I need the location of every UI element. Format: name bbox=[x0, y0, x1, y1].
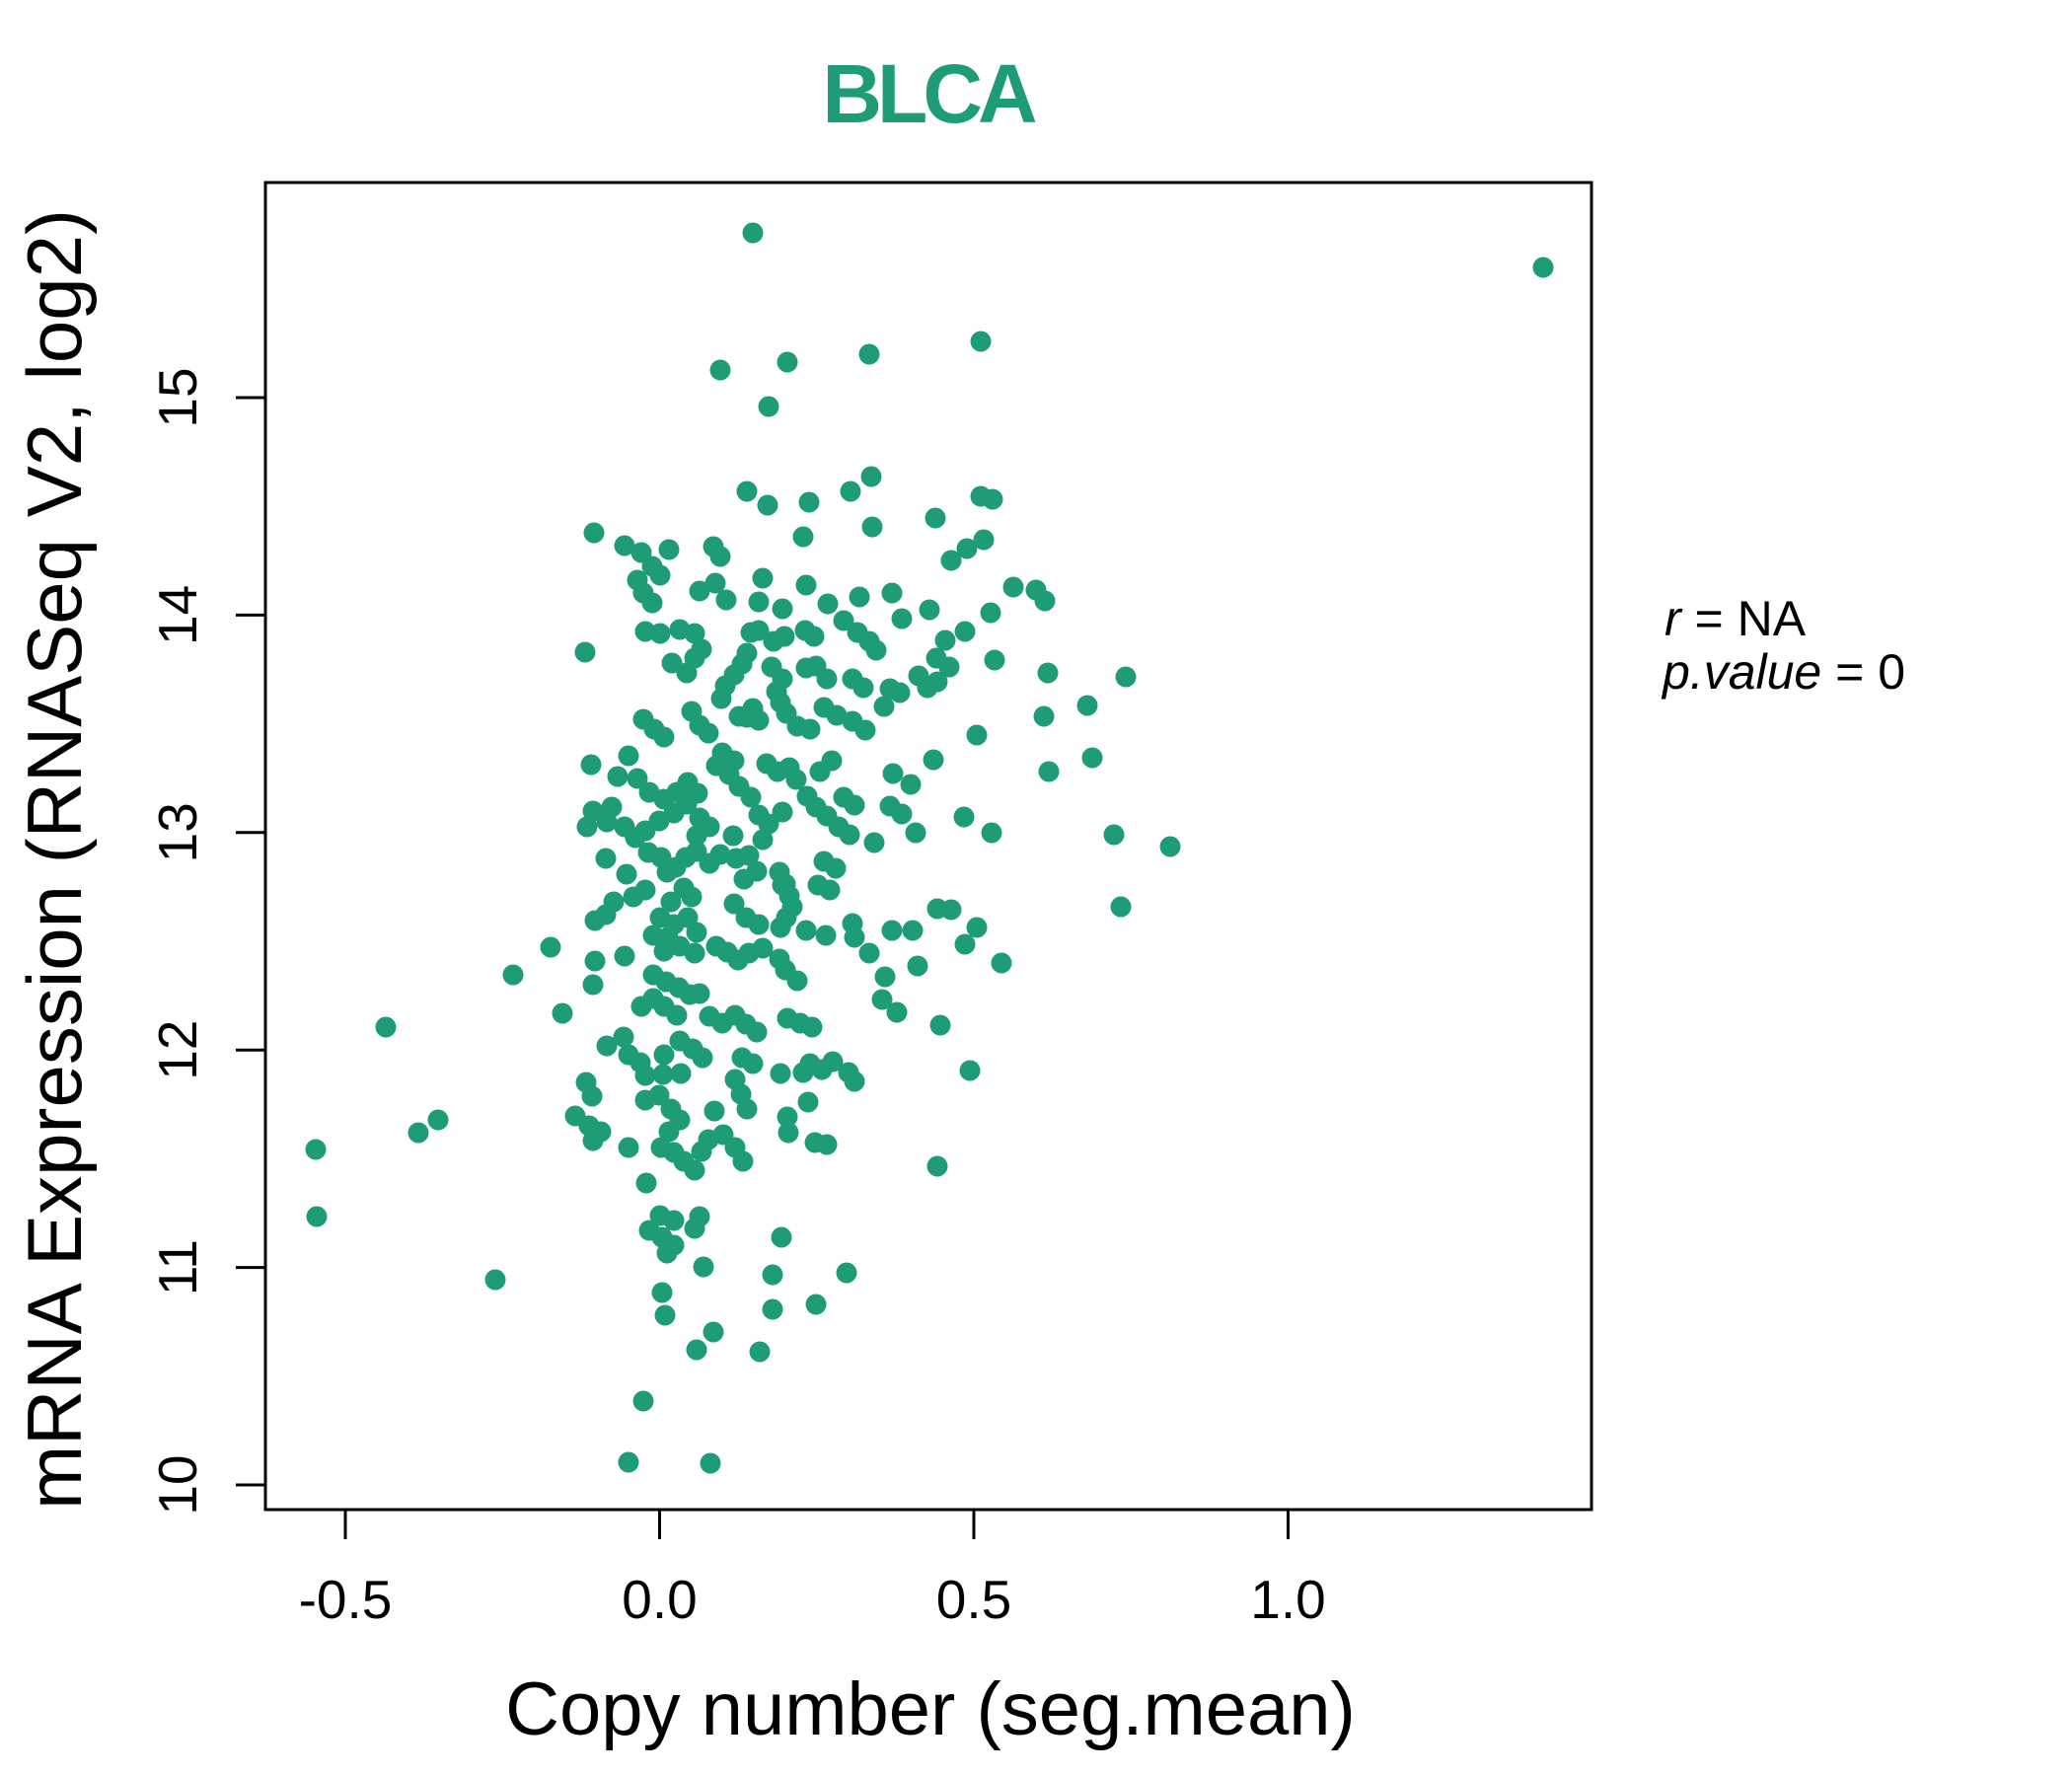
svg-text:p.value = 0: p.value = 0 bbox=[1661, 644, 1905, 700]
svg-text:15: 15 bbox=[147, 367, 208, 427]
svg-text:0.5: 0.5 bbox=[936, 1569, 1011, 1630]
svg-text:10: 10 bbox=[147, 1454, 208, 1515]
svg-text:r = NA: r = NA bbox=[1665, 591, 1807, 646]
svg-text:12: 12 bbox=[147, 1020, 208, 1080]
svg-text:13: 13 bbox=[147, 802, 208, 862]
svg-text:BLCA: BLCA bbox=[822, 47, 1036, 140]
svg-text:mRNA Expression (RNASeq V2, lo: mRNA Expression (RNASeq V2, log2) bbox=[11, 209, 98, 1510]
svg-text:11: 11 bbox=[147, 1239, 208, 1295]
svg-text:0.0: 0.0 bbox=[622, 1569, 697, 1630]
svg-text:14: 14 bbox=[147, 585, 208, 645]
svg-text:Copy number (seg.mean): Copy number (seg.mean) bbox=[505, 1667, 1356, 1751]
svg-text:1.0: 1.0 bbox=[1250, 1569, 1325, 1630]
svg-text:-0.5: -0.5 bbox=[299, 1569, 393, 1630]
